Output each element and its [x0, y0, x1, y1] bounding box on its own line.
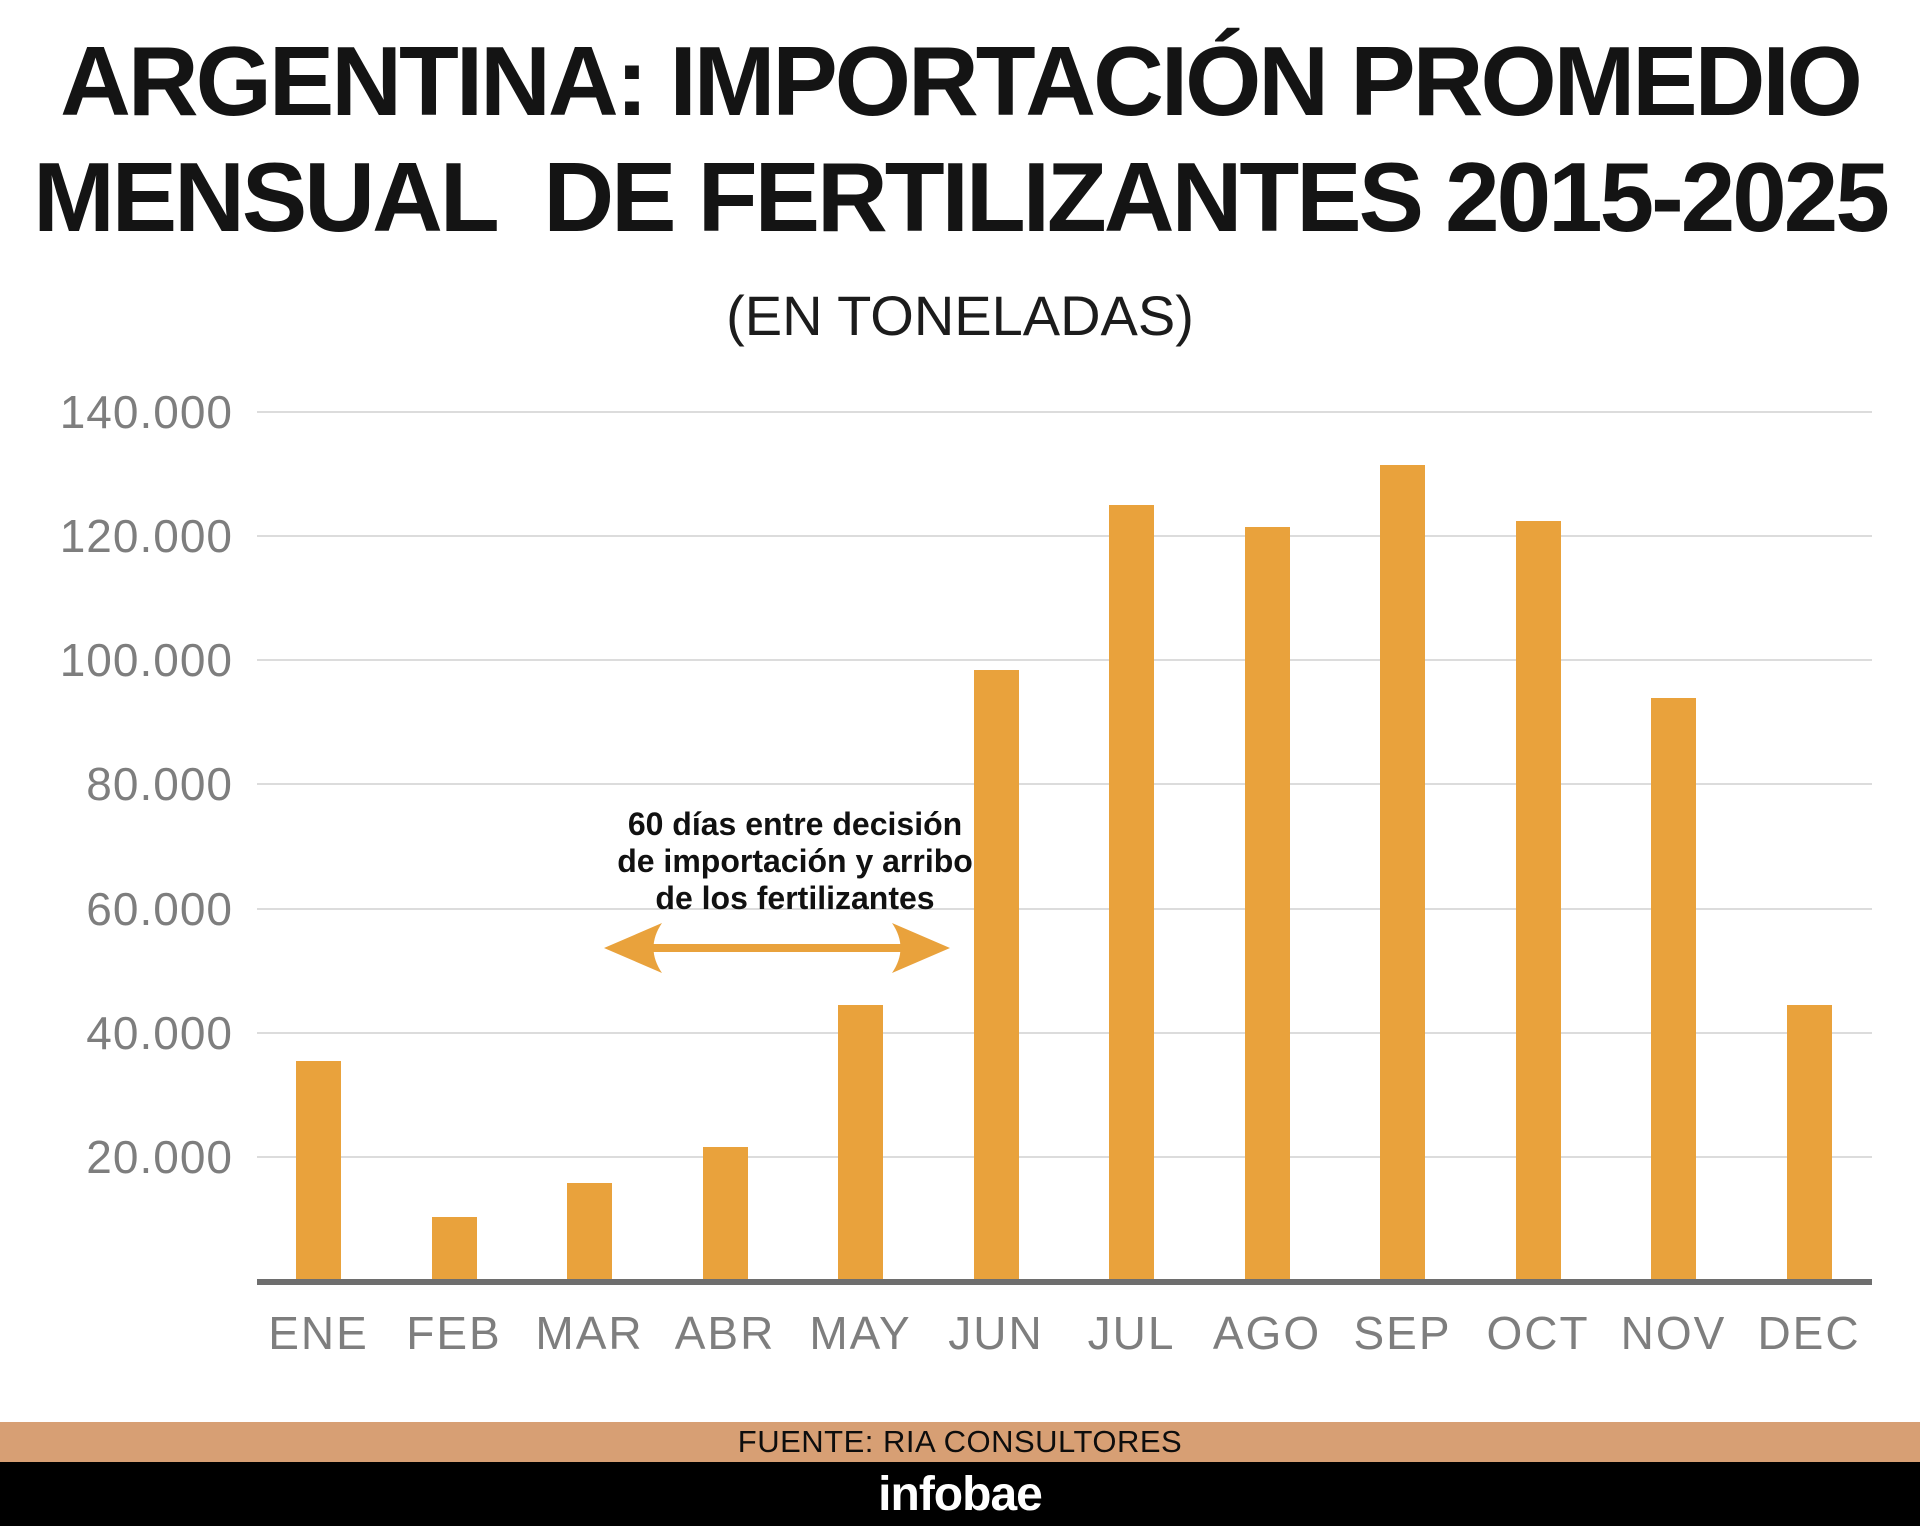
bar-MAR [567, 1182, 612, 1281]
x-tick-label-JUN: JUN [948, 1307, 1044, 1359]
bar-AGO [1244, 526, 1290, 1281]
title-line-2: MENSUAL DE FERTILIZANTES 2015-2025 [33, 142, 1890, 252]
bar-OCT [1515, 520, 1561, 1281]
gridline-40.000 [257, 1031, 1872, 1034]
y-tick-label-40.000: 40.000 [86, 1006, 233, 1059]
brand-band: infobae [0, 1462, 1920, 1526]
y-tick-label-80.000: 80.000 [86, 758, 233, 811]
gridline-140.000 [257, 411, 1872, 413]
x-tick-label-SEP: SEP [1353, 1307, 1452, 1359]
gridline-80.000 [257, 783, 1872, 786]
y-tick-label-100.000: 100.000 [59, 634, 233, 687]
bar-JUL [1109, 505, 1154, 1281]
y-tick-label-20.000: 20.000 [86, 1130, 233, 1183]
bar-NOV [1651, 697, 1696, 1281]
gridline-100.000 [257, 659, 1872, 662]
double-arrow-icon [604, 923, 950, 973]
annotation-text: 60 días entre decisión de importación y … [617, 806, 973, 916]
bar-DEC [1786, 1005, 1832, 1281]
chart-subtitle: (EN TONELADAS) [726, 284, 1194, 347]
plot-area [257, 411, 1872, 1281]
x-tick-label-ENE: ENE [268, 1307, 369, 1359]
x-tick-label-NOV: NOV [1620, 1307, 1727, 1359]
x-tick-label-MAY: MAY [809, 1307, 912, 1359]
x-tick-label-AGO: AGO [1212, 1307, 1322, 1359]
y-tick-label-140.000: 140.000 [59, 386, 233, 438]
x-tick-label-JUL: JUL [1087, 1307, 1176, 1359]
x-tick-label-ABR: ABR [674, 1307, 776, 1359]
bar-FEB [431, 1217, 477, 1281]
x-tick-label-MAR: MAR [535, 1307, 644, 1359]
y-tick-label-120.000: 120.000 [59, 510, 233, 563]
x-tick-label-OCT: OCT [1486, 1307, 1590, 1359]
gridline-60.000 [257, 907, 1872, 910]
x-tick-label-DEC: DEC [1757, 1307, 1861, 1359]
x-axis-line [257, 1279, 1872, 1285]
gridline-20.000 [257, 1155, 1872, 1158]
bar-SEP [1380, 464, 1425, 1281]
y-tick-label-60.000: 60.000 [86, 882, 233, 935]
bar-MAY [838, 1005, 883, 1281]
bar-ENE [296, 1060, 341, 1281]
infobae-logo: infobae [878, 1467, 1043, 1521]
source-text: FUENTE: RIA CONSULTORES [737, 1424, 1183, 1459]
bar-JUN [973, 669, 1019, 1281]
x-axis-labels: ENE FEB MAR ABR MAY JUN JUL AGO SEP OCT NOV DEC [257, 1308, 1872, 1368]
y-axis-labels: 140.000 120.000 100.000 80.000 60.000 40.000 2… [0, 389, 233, 1281]
x-tick-label-FEB: FEB [406, 1307, 502, 1359]
source-band: FUENTE: RIA CONSULTORES [0, 1422, 1920, 1462]
bar-ABR [702, 1146, 748, 1281]
gridline-120.000 [257, 535, 1872, 538]
title-line-1: ARGENTINA: IMPORTACIÓN PROMEDIO [60, 26, 1863, 136]
